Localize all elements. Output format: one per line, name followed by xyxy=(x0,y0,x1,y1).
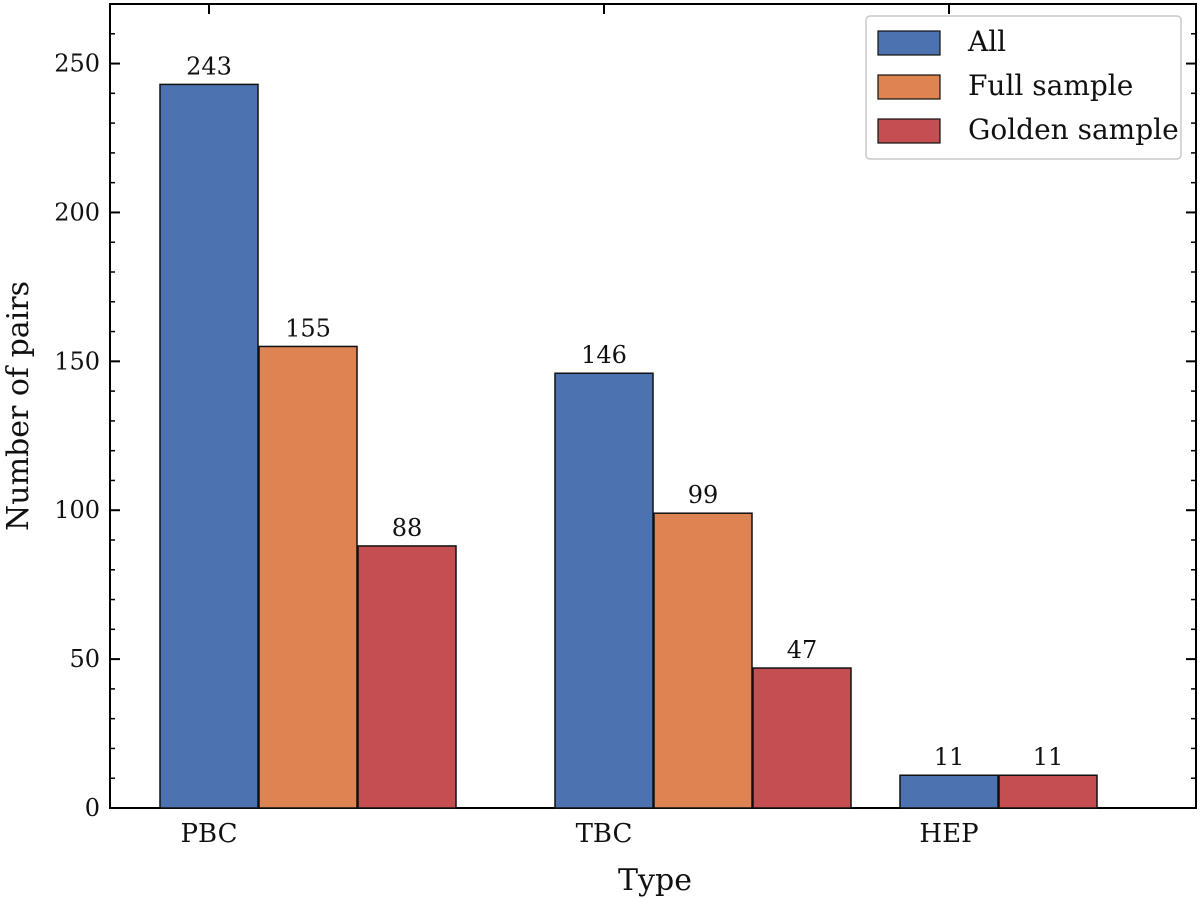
bar-value-label: 155 xyxy=(285,314,331,342)
legend-frame xyxy=(865,15,1182,160)
bar-value-label: 146 xyxy=(581,341,627,369)
y-tick-label: 100 xyxy=(54,496,100,524)
bar-all-pbc xyxy=(159,83,259,809)
legend-swatch-all xyxy=(877,30,941,56)
legend-label-golden-sample: Golden sample xyxy=(968,113,1179,146)
y-tick-label: 200 xyxy=(54,198,100,226)
bar-golden-sample-pbc xyxy=(357,545,457,809)
legend-label-all: All xyxy=(967,25,1006,58)
y-axis-ticks: 0 50 100 150 200 250 xyxy=(54,33,1196,822)
legend-item-full-sample: Full sample xyxy=(877,69,1133,102)
legend-swatch-golden-sample xyxy=(877,118,941,144)
legend-item-all: All xyxy=(877,25,1006,58)
legend: All Full sample Golden sample xyxy=(865,15,1182,160)
y-axis-label: Number of pairs xyxy=(1,281,36,531)
bar-golden-sample-hep xyxy=(998,774,1098,809)
x-axis-label: Type xyxy=(618,863,692,898)
legend-item-golden-sample: Golden sample xyxy=(877,113,1179,146)
bar-all-hep xyxy=(899,774,999,809)
bar-golden-sample-tbc xyxy=(752,667,852,809)
legend-label-full-sample: Full sample xyxy=(968,69,1133,102)
x-axis-ticks: PBC TBC HEP xyxy=(181,4,979,849)
bar-value-label: 11 xyxy=(1033,743,1064,771)
bars-layer xyxy=(159,83,1098,809)
y-tick-label: 50 xyxy=(69,645,100,673)
x-tick-label: TBC xyxy=(576,819,633,849)
bar-value-label: 11 xyxy=(934,743,965,771)
bar-value-label: 47 xyxy=(787,636,818,664)
x-tick-label: PBC xyxy=(181,819,238,849)
y-tick-label: 250 xyxy=(54,50,100,78)
bar-value-label: 88 xyxy=(392,514,423,542)
legend-swatch-full-sample xyxy=(877,74,941,100)
bar-value-label: 243 xyxy=(186,52,232,80)
bar-value-labels: 243 146 11 155 99 88 47 11 xyxy=(186,52,1063,771)
y-tick-label: 150 xyxy=(54,347,100,375)
bar-full-sample-pbc xyxy=(258,345,358,809)
y-tick-label: 0 xyxy=(85,794,100,822)
bar-full-sample-tbc xyxy=(653,512,753,809)
bar-all-tbc xyxy=(554,372,654,809)
x-tick-label: HEP xyxy=(919,819,978,849)
bar-value-label: 99 xyxy=(688,481,719,509)
